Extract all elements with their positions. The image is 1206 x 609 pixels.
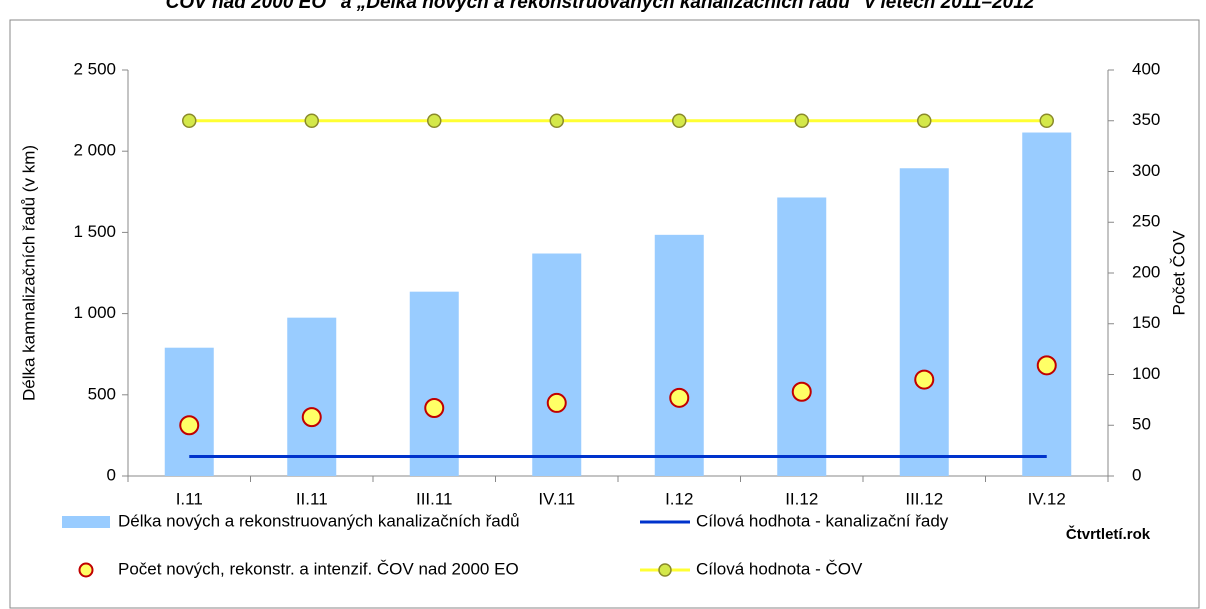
bar	[164, 347, 214, 476]
y-tick-label: 2 000	[73, 141, 116, 160]
chart-title: ČOV nad 2000 EO“ a „Délka nových a rekon…	[166, 0, 1035, 13]
y2-tick-label: 100	[1132, 364, 1160, 383]
y2-tick-label: 150	[1132, 313, 1160, 332]
y2-tick-label: 350	[1132, 110, 1160, 129]
x-tick-label: III.12	[905, 489, 943, 508]
line-marker	[304, 113, 319, 128]
x-tick-label: IV.11	[538, 489, 575, 508]
y2-axis-title: Počet ČOV	[1169, 230, 1188, 316]
bar	[899, 168, 949, 476]
legend-label: Délka nových a rekonstruovaných kanaliza…	[118, 511, 520, 530]
x-tick-label: IV.12	[1028, 489, 1066, 508]
point	[914, 369, 935, 390]
y2-tick-label: 200	[1132, 262, 1160, 281]
x-tick-label: II.12	[785, 489, 818, 508]
point	[791, 381, 812, 402]
x-tick-label: I.12	[665, 489, 693, 508]
bar	[532, 253, 582, 476]
y2-tick-label: 50	[1132, 415, 1151, 434]
bar	[654, 234, 704, 476]
line-marker	[672, 113, 687, 128]
x-tick-label: III.11	[416, 489, 453, 508]
point	[424, 397, 445, 418]
legend-label: Cílová hodhota - kanalizační řady	[696, 511, 949, 530]
x-tick-label: II.11	[296, 489, 328, 508]
point	[301, 407, 322, 428]
point	[179, 415, 200, 436]
legend-marker	[658, 563, 672, 577]
y2-tick-label: 300	[1132, 161, 1160, 180]
y-axis-title: Délka kamnalizačních řadů (v km)	[19, 145, 38, 401]
bar	[777, 197, 827, 476]
y2-tick-label: 250	[1132, 212, 1160, 231]
line-marker	[182, 113, 197, 128]
bar	[1022, 132, 1072, 477]
bar	[287, 317, 337, 476]
legend-label: Počet nových, rekonstr. a intenzif. ČOV …	[118, 559, 519, 578]
line-marker	[549, 113, 564, 128]
bar	[409, 291, 459, 476]
y-tick-label: 0	[107, 465, 116, 484]
line-marker	[917, 113, 932, 128]
y2-tick-label: 0	[1132, 465, 1141, 484]
y-tick-label: 500	[88, 384, 116, 403]
line-marker	[427, 113, 442, 128]
y-tick-label: 1 500	[73, 222, 116, 241]
legend-marker	[78, 562, 94, 578]
y2-tick-label: 400	[1132, 59, 1160, 78]
point	[669, 387, 690, 408]
point	[1036, 355, 1057, 376]
line-marker	[794, 113, 809, 128]
x-tick-label: I.11	[176, 489, 203, 508]
x-axis-title: Čtvrtletí.rok	[1066, 525, 1151, 543]
y-tick-label: 2 500	[73, 59, 116, 78]
y-tick-label: 1 000	[73, 303, 116, 322]
point	[546, 392, 567, 413]
chart-frame	[9, 19, 1200, 609]
legend-label: Cílová hodnota - ČOV	[696, 559, 863, 578]
line-marker	[1039, 113, 1054, 128]
legend-swatch	[62, 516, 110, 528]
